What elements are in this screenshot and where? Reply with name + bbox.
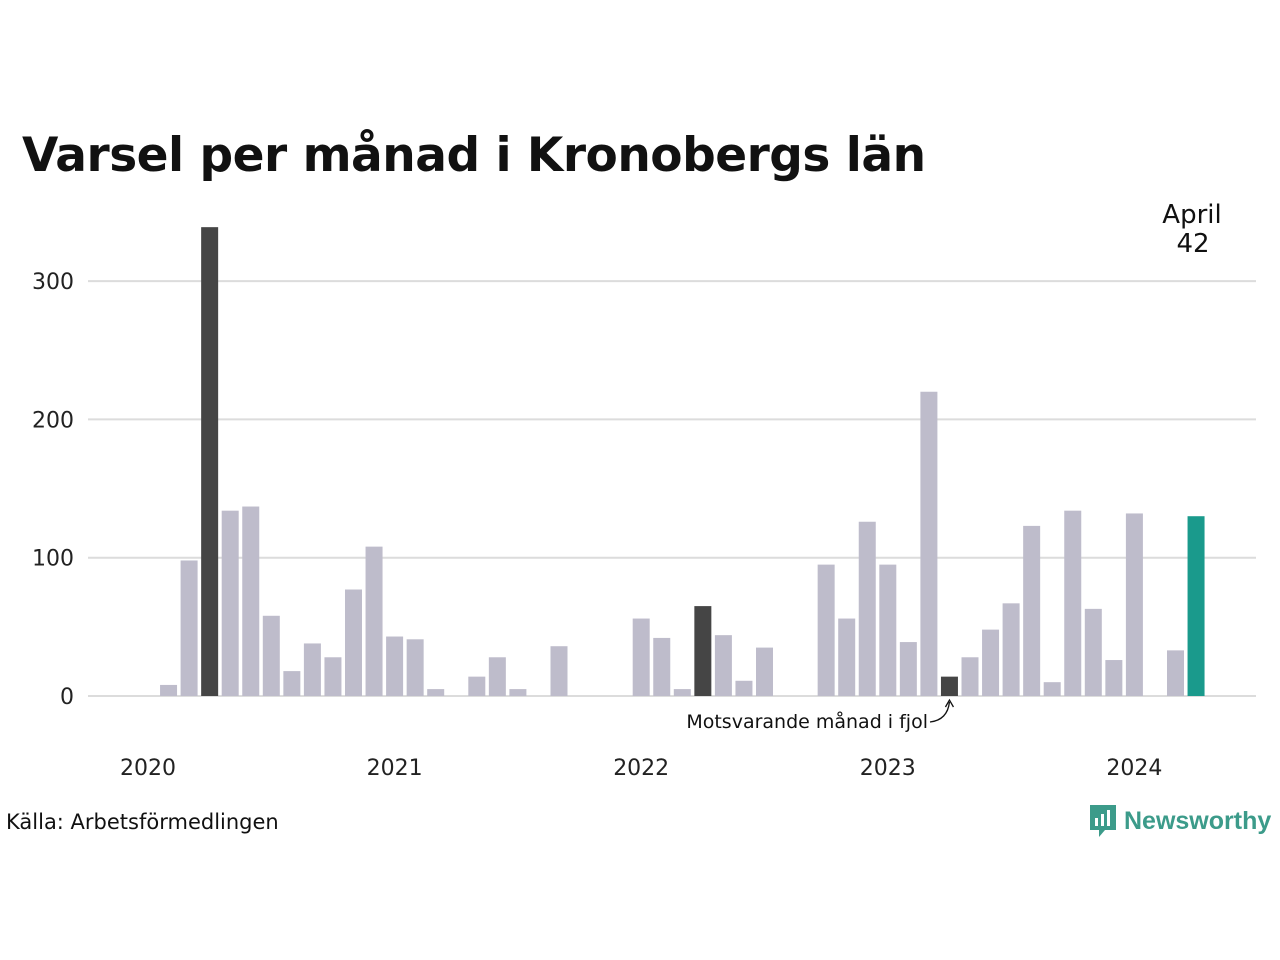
bar-2024-04: [1187, 516, 1205, 696]
bar-2023-08: [1023, 525, 1041, 696]
y-tick-label: 300: [32, 270, 74, 295]
x-tick-label: 2020: [120, 756, 176, 781]
bar-2023-05: [961, 657, 979, 696]
bar-2023-07: [1002, 603, 1020, 696]
bar-2021-02: [406, 639, 424, 696]
bar-2020-03: [180, 560, 198, 696]
bar-2022-03: [673, 689, 691, 696]
bar-2022-05: [714, 635, 732, 696]
previous-year-note: Motsvarande månad i fjol: [686, 710, 928, 733]
bar-2023-04: [940, 676, 958, 696]
bar-2022-04: [694, 606, 712, 696]
bar-2020-06: [242, 506, 260, 696]
bar-2024-01: [1125, 513, 1143, 696]
chart-title: Varsel per månad i Kronobergs län: [22, 128, 926, 183]
bar-2021-07: [509, 689, 527, 696]
x-tick-label: 2022: [613, 756, 669, 781]
y-tick-label: 200: [32, 408, 74, 433]
bar-2022-07: [756, 647, 773, 696]
bar-2020-05: [221, 510, 239, 696]
bar-2020-07: [262, 615, 280, 696]
bar-2024-03: [1167, 650, 1184, 696]
source-note: Källa: Arbetsförmedlingen: [6, 810, 279, 834]
gridlines: [88, 280, 1256, 697]
brand-name: Newsworthy: [1124, 806, 1272, 835]
bar-2020-02: [160, 684, 178, 696]
x-tick-label: 2024: [1106, 756, 1162, 781]
x-tick-label: 2023: [860, 756, 916, 781]
bar-2023-12: [1105, 660, 1123, 696]
brand-logo[interactable]: Newsworthy: [1088, 803, 1271, 839]
note-arrow: [929, 701, 951, 723]
bar-2022-02: [653, 637, 671, 696]
bar-2023-03: [920, 391, 938, 696]
bar-2021-05: [468, 676, 486, 696]
current-month-value: 42: [1176, 229, 1209, 259]
bar-2022-11: [838, 618, 856, 696]
bar-2021-01: [386, 636, 404, 696]
bar-2023-01: [879, 564, 897, 696]
bar-2022-10: [817, 564, 835, 696]
bar-2023-09: [1043, 682, 1061, 696]
bar-2020-04: [201, 227, 219, 696]
bar-2021-06: [488, 657, 506, 696]
bar-2023-11: [1084, 608, 1102, 696]
bar-2023-10: [1064, 510, 1082, 696]
bar-2020-09: [303, 643, 321, 696]
bar-2023-06: [982, 629, 1000, 696]
bar-2023-02: [899, 642, 917, 696]
current-month-label: April: [1162, 200, 1221, 230]
bar-2022-12: [858, 521, 876, 696]
note-arrowhead: [944, 698, 955, 708]
bar-2020-10: [324, 657, 342, 696]
x-tick-label: 2021: [367, 756, 423, 781]
bar-2021-03: [427, 689, 445, 696]
bar-2022-06: [735, 680, 753, 696]
bar-2021-09: [550, 646, 568, 696]
y-tick-label: 0: [60, 685, 74, 710]
bar-2020-08: [283, 671, 301, 696]
bar-2020-11: [345, 589, 362, 696]
bar-2022-01: [632, 618, 650, 696]
bar-2020-12: [365, 546, 383, 696]
bars: [160, 227, 1205, 696]
bar-chart-speech-bubble-icon: [1090, 805, 1116, 837]
y-tick-label: 100: [32, 547, 74, 572]
